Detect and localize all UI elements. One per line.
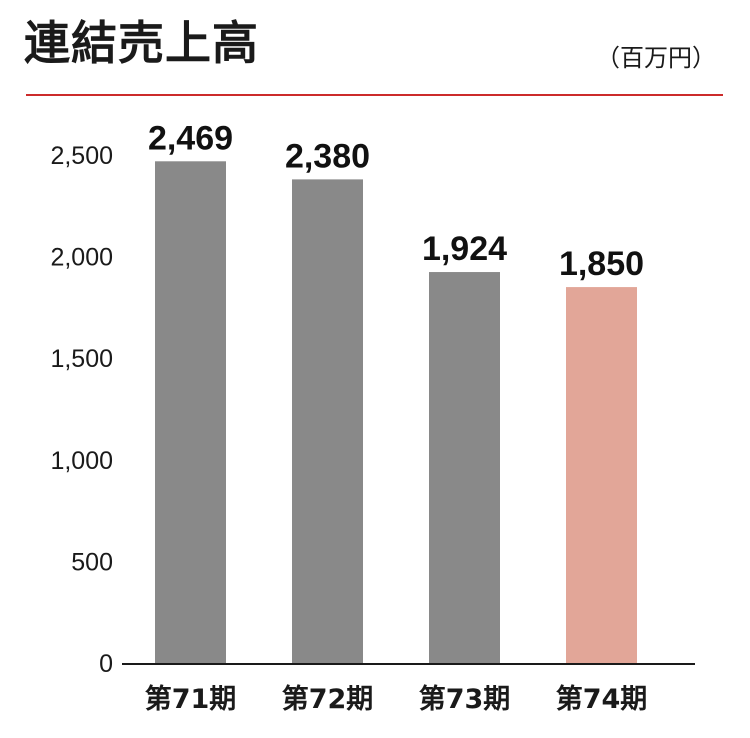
bar-value-label: 1,924 xyxy=(422,230,507,268)
bar-value-label: 1,850 xyxy=(559,245,644,283)
category-label: 第71期 xyxy=(145,683,237,715)
bar-value-label: 2,469 xyxy=(148,119,233,157)
y-axis-ticks: 0 500 1,000 1,500 2,000 2,500 xyxy=(50,142,113,678)
bar xyxy=(155,161,226,663)
y-tick-label: 0 xyxy=(99,650,113,678)
category-label: 第74期 xyxy=(556,683,648,715)
unit-label: （百万円） xyxy=(596,44,716,72)
data-labels: 2,469 2,380 1,924 1,850 xyxy=(148,119,644,283)
title-divider xyxy=(26,94,723,96)
y-tick-label: 1,500 xyxy=(50,345,113,373)
category-label: 第73期 xyxy=(419,683,511,715)
bar xyxy=(292,179,363,663)
bar-series xyxy=(155,161,637,663)
y-tick-label: 1,000 xyxy=(50,447,113,475)
y-tick-label: 500 xyxy=(71,548,113,576)
bar-value-label: 2,380 xyxy=(285,137,370,175)
bar xyxy=(429,272,500,663)
y-tick-label: 2,000 xyxy=(50,244,113,272)
y-tick-label: 2,500 xyxy=(50,142,113,170)
x-axis-labels: 第71期 第72期 第73期 第74期 xyxy=(145,683,648,715)
bar xyxy=(566,287,637,663)
chart-title: 連結売上高 xyxy=(24,16,259,70)
category-label: 第72期 xyxy=(282,683,374,715)
